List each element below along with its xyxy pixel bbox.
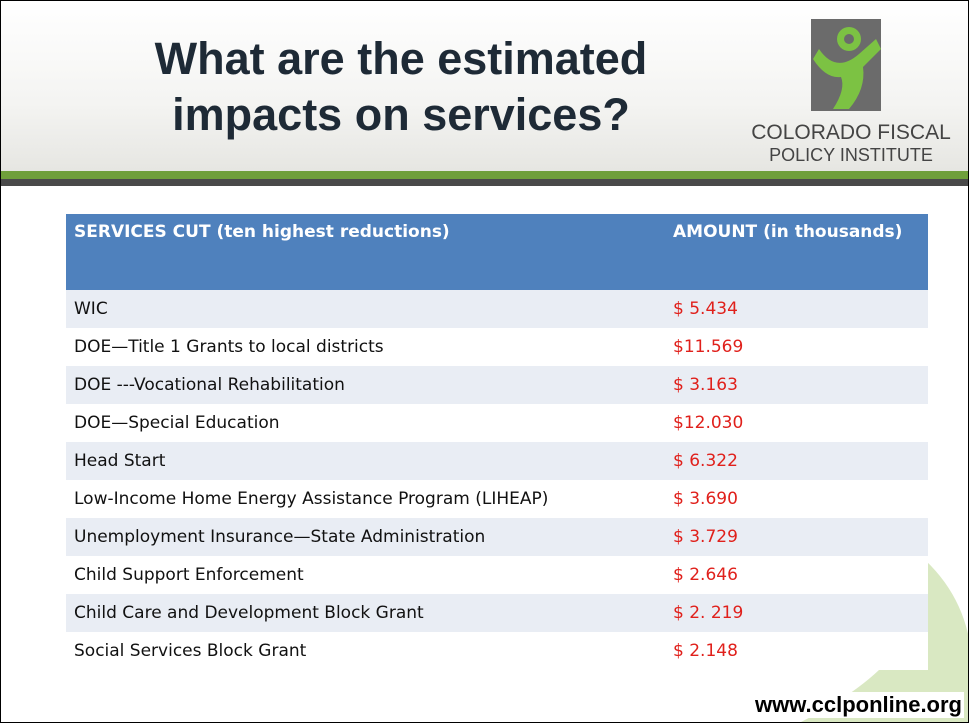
table-row: Social Services Block Grant $ 2.148	[66, 632, 928, 670]
slide-title: What are the estimated impacts on servic…	[61, 31, 741, 143]
title-line: impacts on services?	[172, 89, 630, 140]
service-cell: Low-Income Home Energy Assistance Progra…	[66, 480, 665, 518]
services-table: SERVICES CUT (ten highest reductions) AM…	[66, 214, 928, 670]
service-cell: DOE—Special Education	[66, 404, 665, 442]
header-row: SERVICES CUT (ten highest reductions) AM…	[66, 214, 928, 290]
amount-cell: $ 3.690	[665, 480, 928, 518]
amount-cell: $ 2.646	[665, 556, 928, 594]
header-band	[1, 1, 968, 171]
amount-cell: $ 2. 219	[665, 594, 928, 632]
service-cell: Social Services Block Grant	[66, 632, 665, 670]
table-row: DOE—Title 1 Grants to local districts $11…	[66, 328, 928, 366]
amount-cell: $ 6.322	[665, 442, 928, 480]
table-row: Head Start $ 6.322	[66, 442, 928, 480]
logo: COLORADO FISCAL POLICY INSTITUTE	[741, 9, 961, 169]
logo-text: COLORADO FISCAL	[751, 121, 951, 144]
table-row: DOE ---Vocational Rehabilitation $ 3.163	[66, 366, 928, 404]
amount-cell: $ 5.434	[665, 290, 928, 328]
accent-bar	[1, 171, 968, 179]
service-cell: Unemployment Insurance—State Administrat…	[66, 518, 665, 556]
footer-url: www.cclponline.org	[753, 692, 964, 718]
column-header: SERVICES CUT (ten highest reductions)	[66, 214, 665, 290]
amount-cell: $12.030	[665, 404, 928, 442]
table-row: WIC $ 5.434	[66, 290, 928, 328]
amount-cell: $ 3.163	[665, 366, 928, 404]
amount-cell: $11.569	[665, 328, 928, 366]
service-cell: Head Start	[66, 442, 665, 480]
table-row: Child Care and Development Block Grant $ …	[66, 594, 928, 632]
service-cell: Child Care and Development Block Grant	[66, 594, 665, 632]
accent-bar	[1, 179, 968, 186]
title-line: What are the estimated	[154, 33, 648, 84]
service-cell: WIC	[66, 290, 665, 328]
table-row: Unemployment Insurance—State Administrat…	[66, 518, 928, 556]
service-cell: DOE ---Vocational Rehabilitation	[66, 366, 665, 404]
amount-cell: $ 3.729	[665, 518, 928, 556]
logo-text: POLICY INSTITUTE	[769, 145, 933, 165]
amount-cell: $ 2.148	[665, 632, 928, 670]
service-cell: DOE—Title 1 Grants to local districts	[66, 328, 665, 366]
table-row: DOE—Special Education $12.030	[66, 404, 928, 442]
logo-mark	[811, 19, 881, 111]
column-header: AMOUNT (in thousands)	[665, 214, 928, 290]
table-row: Child Support Enforcement $ 2.646	[66, 556, 928, 594]
service-cell: Child Support Enforcement	[66, 556, 665, 594]
table-row: Low-Income Home Energy Assistance Progra…	[66, 480, 928, 518]
